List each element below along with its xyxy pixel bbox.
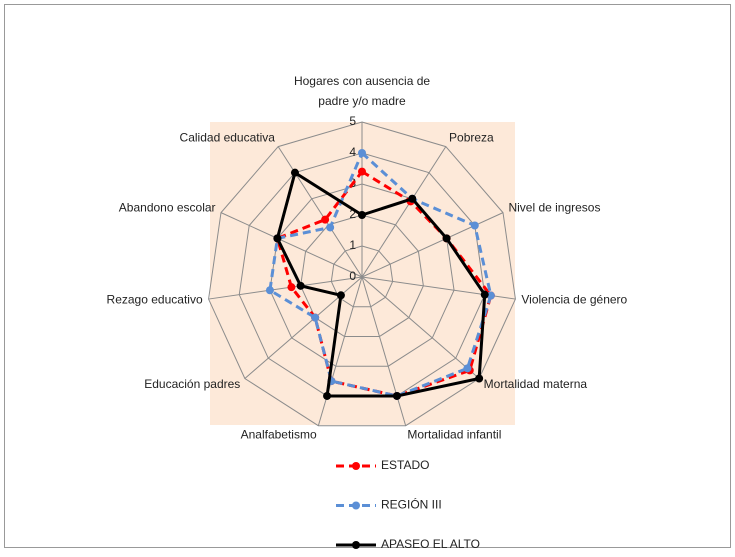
r-tick-label: 5 <box>349 114 356 128</box>
category-label: Nivel de ingresos <box>508 201 600 215</box>
series-marker <box>323 391 332 400</box>
category-label: Violencia de género <box>521 293 627 307</box>
category-label: Hogares con ausencia de padre y/o madre <box>294 74 430 108</box>
legend-label: APASEO EL ALTO <box>381 537 480 551</box>
spoke <box>361 276 407 426</box>
series-marker <box>442 234 451 243</box>
series-marker <box>287 283 296 292</box>
series-marker <box>470 221 479 230</box>
category-label: Abandono escolar <box>119 201 216 215</box>
spoke <box>208 276 363 300</box>
series-marker <box>358 167 366 176</box>
r-tick-label: 2 <box>349 207 356 221</box>
series-marker <box>311 313 320 322</box>
series-marker <box>265 286 274 295</box>
series-marker <box>480 290 489 299</box>
spoke <box>277 146 363 278</box>
series-marker <box>336 291 345 300</box>
category-label: Pobreza <box>449 130 494 144</box>
category-label: Educación padres <box>144 377 240 391</box>
series-marker <box>296 281 305 290</box>
grid-ring <box>208 121 516 427</box>
r-tick-label: 0 <box>349 269 356 283</box>
series-marker <box>392 391 401 400</box>
legend-marker <box>352 501 360 510</box>
legend-marker <box>352 462 360 470</box>
category-label: Mortalidad infantil <box>407 427 501 441</box>
series-marker <box>358 149 366 157</box>
series-marker <box>273 234 282 243</box>
spoke <box>317 276 363 426</box>
series-marker <box>475 374 484 383</box>
legend-label: REGIÓN III <box>381 497 442 512</box>
grid-ring <box>300 214 424 337</box>
r-tick-label: 1 <box>349 238 356 252</box>
series-marker <box>358 211 366 219</box>
category-label: Mortalidad materna <box>484 377 588 391</box>
spoke <box>361 276 480 379</box>
series-marker <box>290 168 299 177</box>
r-tick-label: 4 <box>349 145 356 159</box>
series-line <box>268 150 493 398</box>
series-marker <box>321 215 330 224</box>
category-label: Analfabetismo <box>241 427 317 441</box>
series-marker <box>463 364 472 373</box>
spoke <box>361 146 447 278</box>
spoke <box>361 212 504 278</box>
series-line <box>275 170 487 398</box>
spoke <box>220 212 363 278</box>
category-label: Rezago educativo <box>107 293 203 307</box>
series-marker <box>326 223 335 232</box>
category-label: Calidad educativa <box>180 130 276 144</box>
legend-marker <box>352 541 360 549</box>
legend-label: ESTADO <box>381 458 429 472</box>
series-marker <box>408 194 417 203</box>
series-marker <box>486 291 495 300</box>
grid-ring <box>330 245 394 308</box>
